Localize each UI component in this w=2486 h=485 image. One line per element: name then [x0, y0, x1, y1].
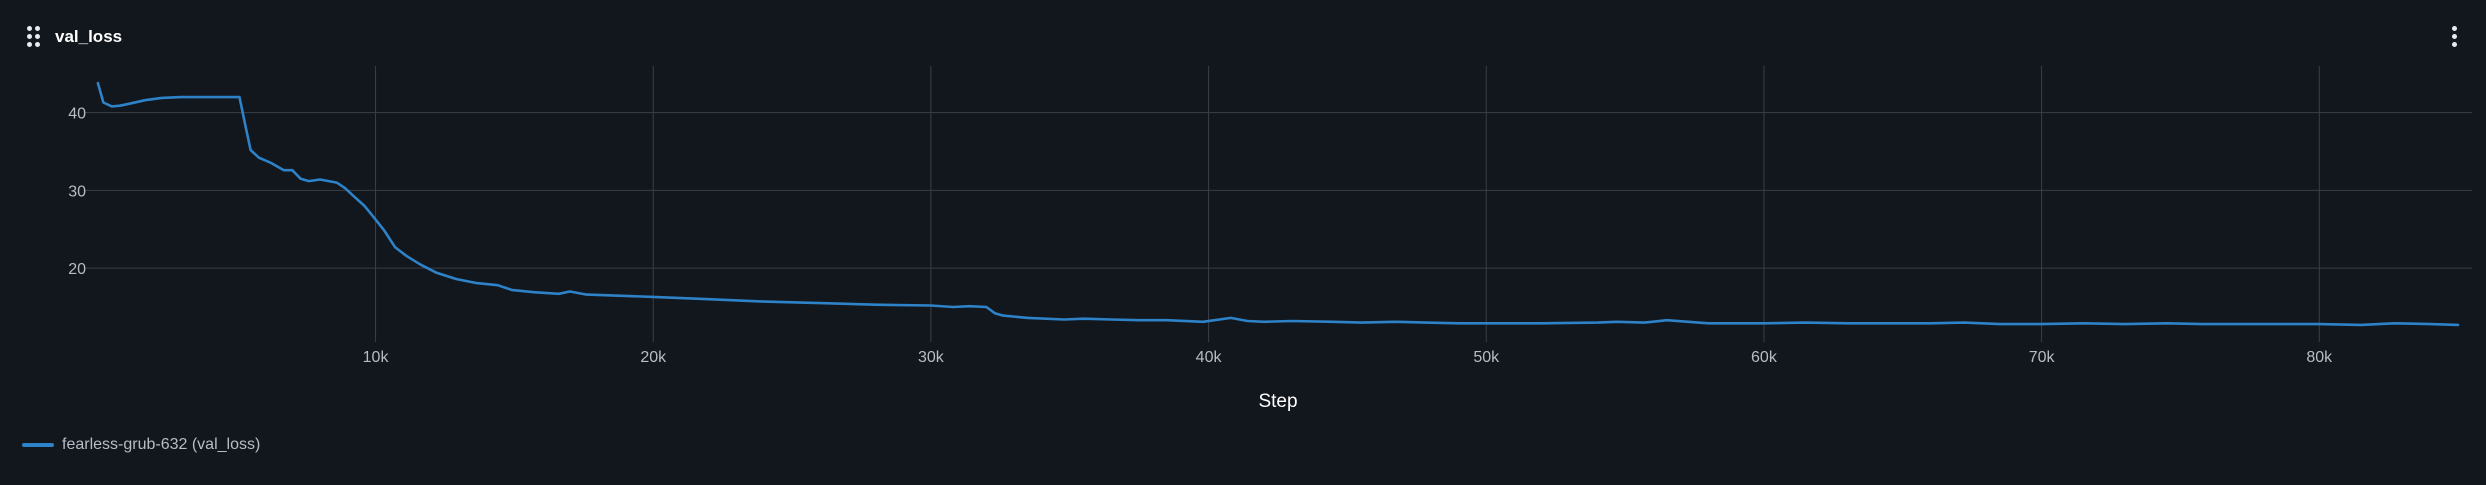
- y-axis-ticks: 20 30 40: [68, 106, 86, 278]
- y-tick-label: 40: [68, 106, 86, 123]
- x-tick-label: 10k: [363, 349, 390, 366]
- grid-lines: [84, 66, 2472, 342]
- series-layer: [96, 81, 2460, 327]
- x-tick-label: 50k: [1473, 349, 1500, 366]
- series-line: [96, 81, 2460, 327]
- panel-header: val_loss: [0, 0, 2486, 70]
- legend-item[interactable]: fearless-grub-632 (val_loss): [22, 434, 260, 456]
- x-tick-label: 80k: [2306, 349, 2333, 366]
- legend-swatch: [22, 443, 54, 447]
- drag-handle-icon[interactable]: [26, 24, 42, 48]
- y-tick-label: 30: [68, 183, 86, 200]
- x-axis-ticks: 10k 20k 30k 40k 50k 60k 70k 80k: [363, 349, 2334, 366]
- panel-title: val_loss: [55, 27, 123, 46]
- x-tick-label: 60k: [1751, 349, 1778, 366]
- x-tick-label: 70k: [2029, 349, 2056, 366]
- legend-label: fearless-grub-632 (val_loss): [62, 436, 261, 453]
- x-tick-label: 40k: [1196, 349, 1223, 366]
- x-axis-title: Step: [1258, 391, 1297, 412]
- x-tick-label: 20k: [640, 349, 667, 366]
- x-tick-label: 30k: [918, 349, 945, 366]
- y-tick-label: 20: [68, 261, 86, 278]
- more-vertical-icon[interactable]: [2446, 24, 2462, 48]
